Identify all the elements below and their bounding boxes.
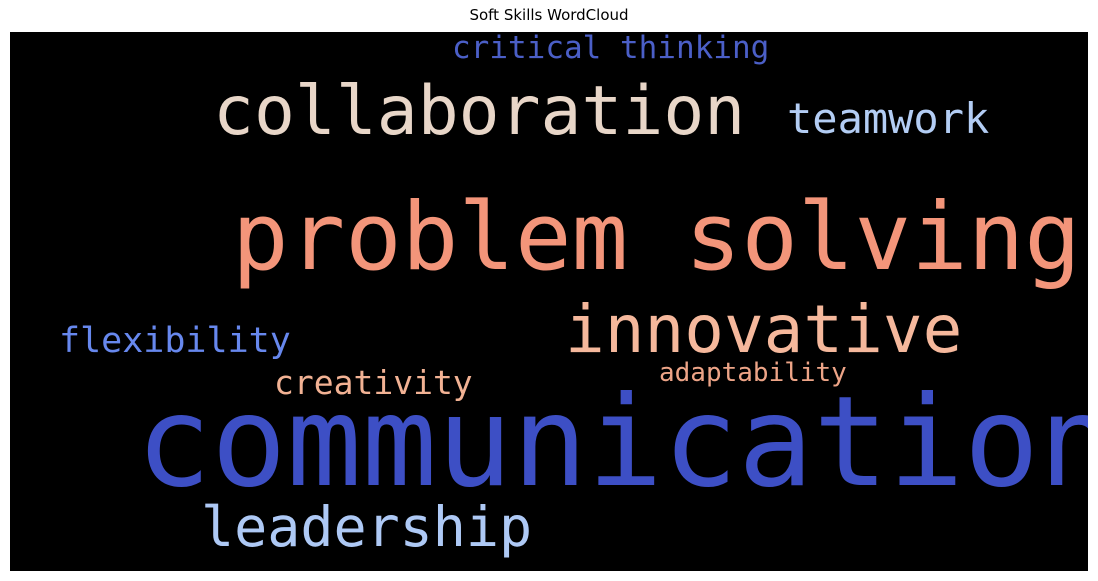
word-adaptability: adaptability [659, 358, 847, 388]
word-cloud-canvas: critical thinking collaboration teamwork… [10, 32, 1088, 571]
word-leadership: leadership [201, 495, 533, 559]
word-innovative: innovative [565, 291, 963, 368]
word-communication: communication [136, 370, 1088, 515]
word-teamwork: teamwork [787, 94, 990, 143]
chart-title: Soft Skills WordCloud [469, 6, 629, 24]
word-critical-thinking: critical thinking [452, 32, 770, 66]
word-problem-solving: problem solving [232, 183, 1081, 292]
word-creativity: creativity [274, 363, 473, 402]
word-flexibility: flexibility [59, 321, 291, 361]
word-collaboration: collaboration [213, 72, 746, 151]
